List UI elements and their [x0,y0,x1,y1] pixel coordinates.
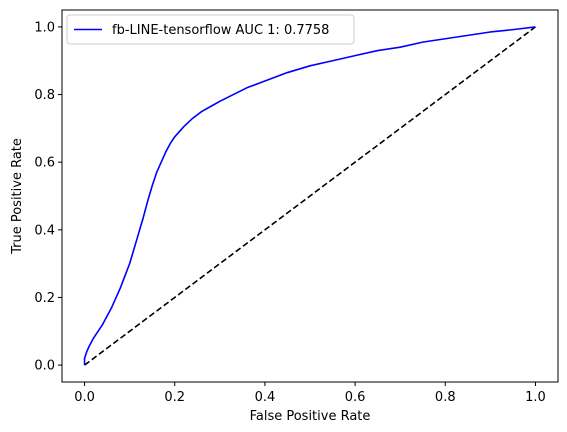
y-tick-label: 0.4 [34,223,55,238]
y-tick-label: 0.8 [34,88,55,103]
y-tick-label: 0.0 [34,359,55,374]
x-tick-label: 0.4 [255,390,276,405]
y-tick-label: 0.6 [34,156,55,171]
x-tick-label: 0.0 [74,390,95,405]
x-axis-label: False Positive Rate [250,409,371,424]
y-tick-label: 0.2 [34,291,55,306]
roc-curve-line [83,26,536,366]
y-axis-label: True Positive Rate [10,138,25,255]
y-tick-label: 1.0 [34,20,55,35]
legend: fb-LINE-tensorflow AUC 1: 0.7758 [66,14,355,45]
x-tick-label: 0.2 [164,390,185,405]
y-axis-ticks: 0.0 0.2 0.4 0.6 0.8 1.0 [34,20,62,374]
plot-lines [83,26,536,366]
x-tick-label: 0.8 [435,390,456,405]
legend-entry-roc: fb-LINE-tensorflow AUC 1: 0.7758 [112,23,329,38]
x-tick-label: 0.6 [345,390,366,405]
x-tick-label: 1.0 [525,390,546,405]
x-axis-ticks: 0.0 0.2 0.4 0.6 0.8 1.0 [74,382,546,405]
chance-diagonal-line [84,26,536,366]
axes-frame [61,9,559,383]
legend-box [66,14,355,45]
